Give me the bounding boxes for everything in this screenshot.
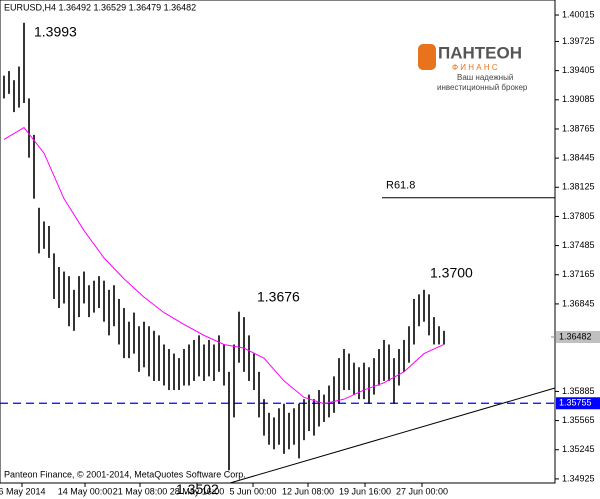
- logo-line: Ваш надежный: [457, 73, 513, 82]
- x-tick-label: 12 Jun 08:00: [282, 486, 334, 496]
- y-tick-label: 1.38445: [562, 152, 595, 162]
- y-tick-label: 1.37165: [562, 269, 595, 279]
- current-price-tag: [556, 331, 600, 344]
- logo-sub: Ф И Н А Н С: [452, 63, 498, 72]
- logo-line: инвестиционный брокер: [437, 83, 528, 92]
- x-tick-label: 14 May 00:00: [58, 486, 113, 496]
- footer: Panteon Finance, © 2001-2014, MetaQuotes…: [4, 469, 246, 479]
- y-tick-label: 1.39085: [562, 94, 595, 104]
- x-tick-label: 5 Jun 00:00: [229, 486, 276, 496]
- annotation: 1.3700: [430, 265, 473, 281]
- header: EURUSD,H4 1.36492 1.36529 1.36479 1.3648…: [4, 2, 196, 12]
- y-tick-label: 1.38125: [562, 182, 595, 192]
- moving-average: [3, 126, 445, 405]
- current-price-label: 1.36482: [559, 331, 592, 341]
- y-tick-label: 1.37805: [562, 211, 595, 221]
- annotation: 1.3993: [34, 23, 77, 39]
- r618-label: R61.8: [386, 180, 415, 192]
- support-label: 1.35755: [559, 398, 592, 408]
- y-tick-label: 1.35565: [562, 415, 595, 425]
- y-tick-label: 1.38765: [562, 123, 595, 133]
- logo-name: ПАНТЕОН: [438, 43, 522, 62]
- y-tick-label: 1.34925: [562, 473, 595, 483]
- annotation: 1.3502: [176, 481, 219, 497]
- annotation: 1.3676: [257, 288, 300, 304]
- x-tick-label: 27 Jun 00:00: [396, 486, 448, 496]
- y-tick-label: 1.39405: [562, 65, 595, 75]
- logo-icon: [418, 44, 436, 70]
- x-tick-label: 19 Jun 16:00: [339, 486, 391, 496]
- y-tick-label: 1.37485: [562, 240, 595, 250]
- y-tick-label: 1.36845: [562, 298, 595, 308]
- x-tick-label: 28 May 16:00: [170, 486, 225, 496]
- y-tick-label: 1.39725: [562, 36, 595, 46]
- x-tick-label: 21 May 08:00: [113, 486, 168, 496]
- y-tick-label: 1.40015: [562, 9, 595, 19]
- x-tick-label: 6 May 2014: [0, 486, 46, 496]
- logo: ПАНТЕОН Ф И Н А Н С Ваш надежный инвести…: [418, 43, 528, 92]
- y-tick-label: 1.35245: [562, 444, 595, 454]
- y-tick-label: 1.35885: [562, 386, 595, 396]
- support-tag: [556, 397, 600, 410]
